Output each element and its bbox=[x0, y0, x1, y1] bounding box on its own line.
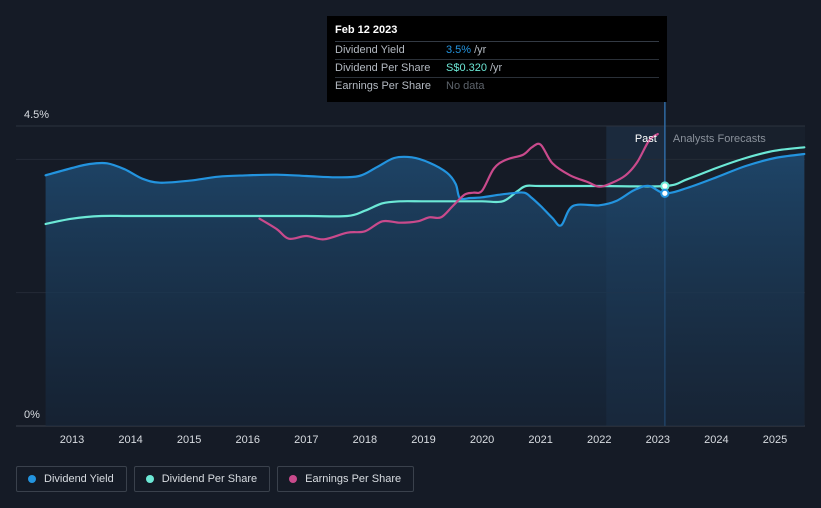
tooltip-row-dividend-yield: Dividend Yield 3.5% /yr bbox=[335, 42, 659, 60]
x-tick-label: 2017 bbox=[294, 434, 318, 446]
x-tick-label: 2024 bbox=[704, 434, 728, 446]
dividend-per-share-marker bbox=[660, 181, 670, 191]
legend-item-dividend-per-share[interactable]: Dividend Per Share bbox=[133, 466, 271, 492]
x-tick-label: 2014 bbox=[118, 434, 142, 446]
legend-dot-icon bbox=[145, 475, 154, 483]
legend-label: Earnings Per Share bbox=[305, 473, 402, 485]
tooltip-unit: /yr bbox=[474, 44, 487, 56]
area-fills bbox=[45, 154, 805, 426]
x-tick-label: 2015 bbox=[177, 434, 201, 446]
legend-dot-icon bbox=[28, 475, 36, 483]
tooltip-row-dividend-per-share: Dividend Per Share S$0.320 /yr bbox=[335, 60, 659, 78]
y-tick-label: 0% bbox=[24, 409, 40, 421]
legend-item-dividend-yield[interactable]: Dividend Yield bbox=[16, 466, 127, 492]
x-tick-label: 2016 bbox=[236, 434, 260, 446]
x-tick-label: 2018 bbox=[353, 434, 377, 446]
x-tick-label: 2022 bbox=[587, 434, 611, 446]
series-lines bbox=[44, 132, 806, 241]
series-markers bbox=[660, 181, 670, 198]
past-region-label: Past bbox=[635, 133, 657, 145]
tooltip-label: Earnings Per Share bbox=[335, 80, 431, 92]
y-tick-label: 4.5% bbox=[24, 109, 49, 121]
earnings-per-share-line bbox=[258, 132, 659, 241]
x-tick-label: 2020 bbox=[470, 434, 494, 446]
dividend-per-share-line bbox=[44, 146, 806, 226]
x-tick-label: 2019 bbox=[411, 434, 435, 446]
legend-label: Dividend Yield bbox=[44, 473, 114, 485]
tooltip-unit: /yr bbox=[489, 62, 503, 74]
tooltip-value: S$0.320 bbox=[446, 62, 487, 74]
tooltip-date: Feb 12 2023 bbox=[335, 24, 659, 42]
chart-legend: Dividend Yield Dividend Per Share Earnin… bbox=[16, 466, 415, 492]
axis-labels: 4.5% 0% 2013 2014 2015 2016 2017 2018 2019 2020 20… bbox=[24, 109, 787, 446]
legend-label: Dividend Per Share bbox=[161, 473, 258, 485]
tooltip-label: Dividend Per Share bbox=[335, 62, 431, 74]
dividend-yield-area bbox=[45, 154, 805, 426]
hover-tooltip: Feb 12 2023 Dividend Yield 3.5% /yr Divi… bbox=[327, 16, 667, 102]
tooltip-label: Dividend Yield bbox=[335, 44, 405, 56]
x-tick-label: 2021 bbox=[528, 434, 552, 446]
tooltip-row-earnings-per-share: Earnings Per Share No data bbox=[335, 78, 659, 95]
dividend-yield-marker bbox=[660, 188, 670, 198]
forecast-region-label: Analysts Forecasts bbox=[673, 133, 766, 145]
tooltip-value: 3.5% bbox=[446, 44, 472, 56]
x-tick-label: 2025 bbox=[763, 434, 787, 446]
x-tick-label: 2013 bbox=[60, 434, 84, 446]
legend-dot-icon bbox=[289, 475, 298, 483]
x-tick-label: 2023 bbox=[646, 434, 670, 446]
legend-item-earnings-per-share[interactable]: Earnings Per Share bbox=[277, 466, 415, 492]
tooltip-value: No data bbox=[446, 80, 485, 92]
